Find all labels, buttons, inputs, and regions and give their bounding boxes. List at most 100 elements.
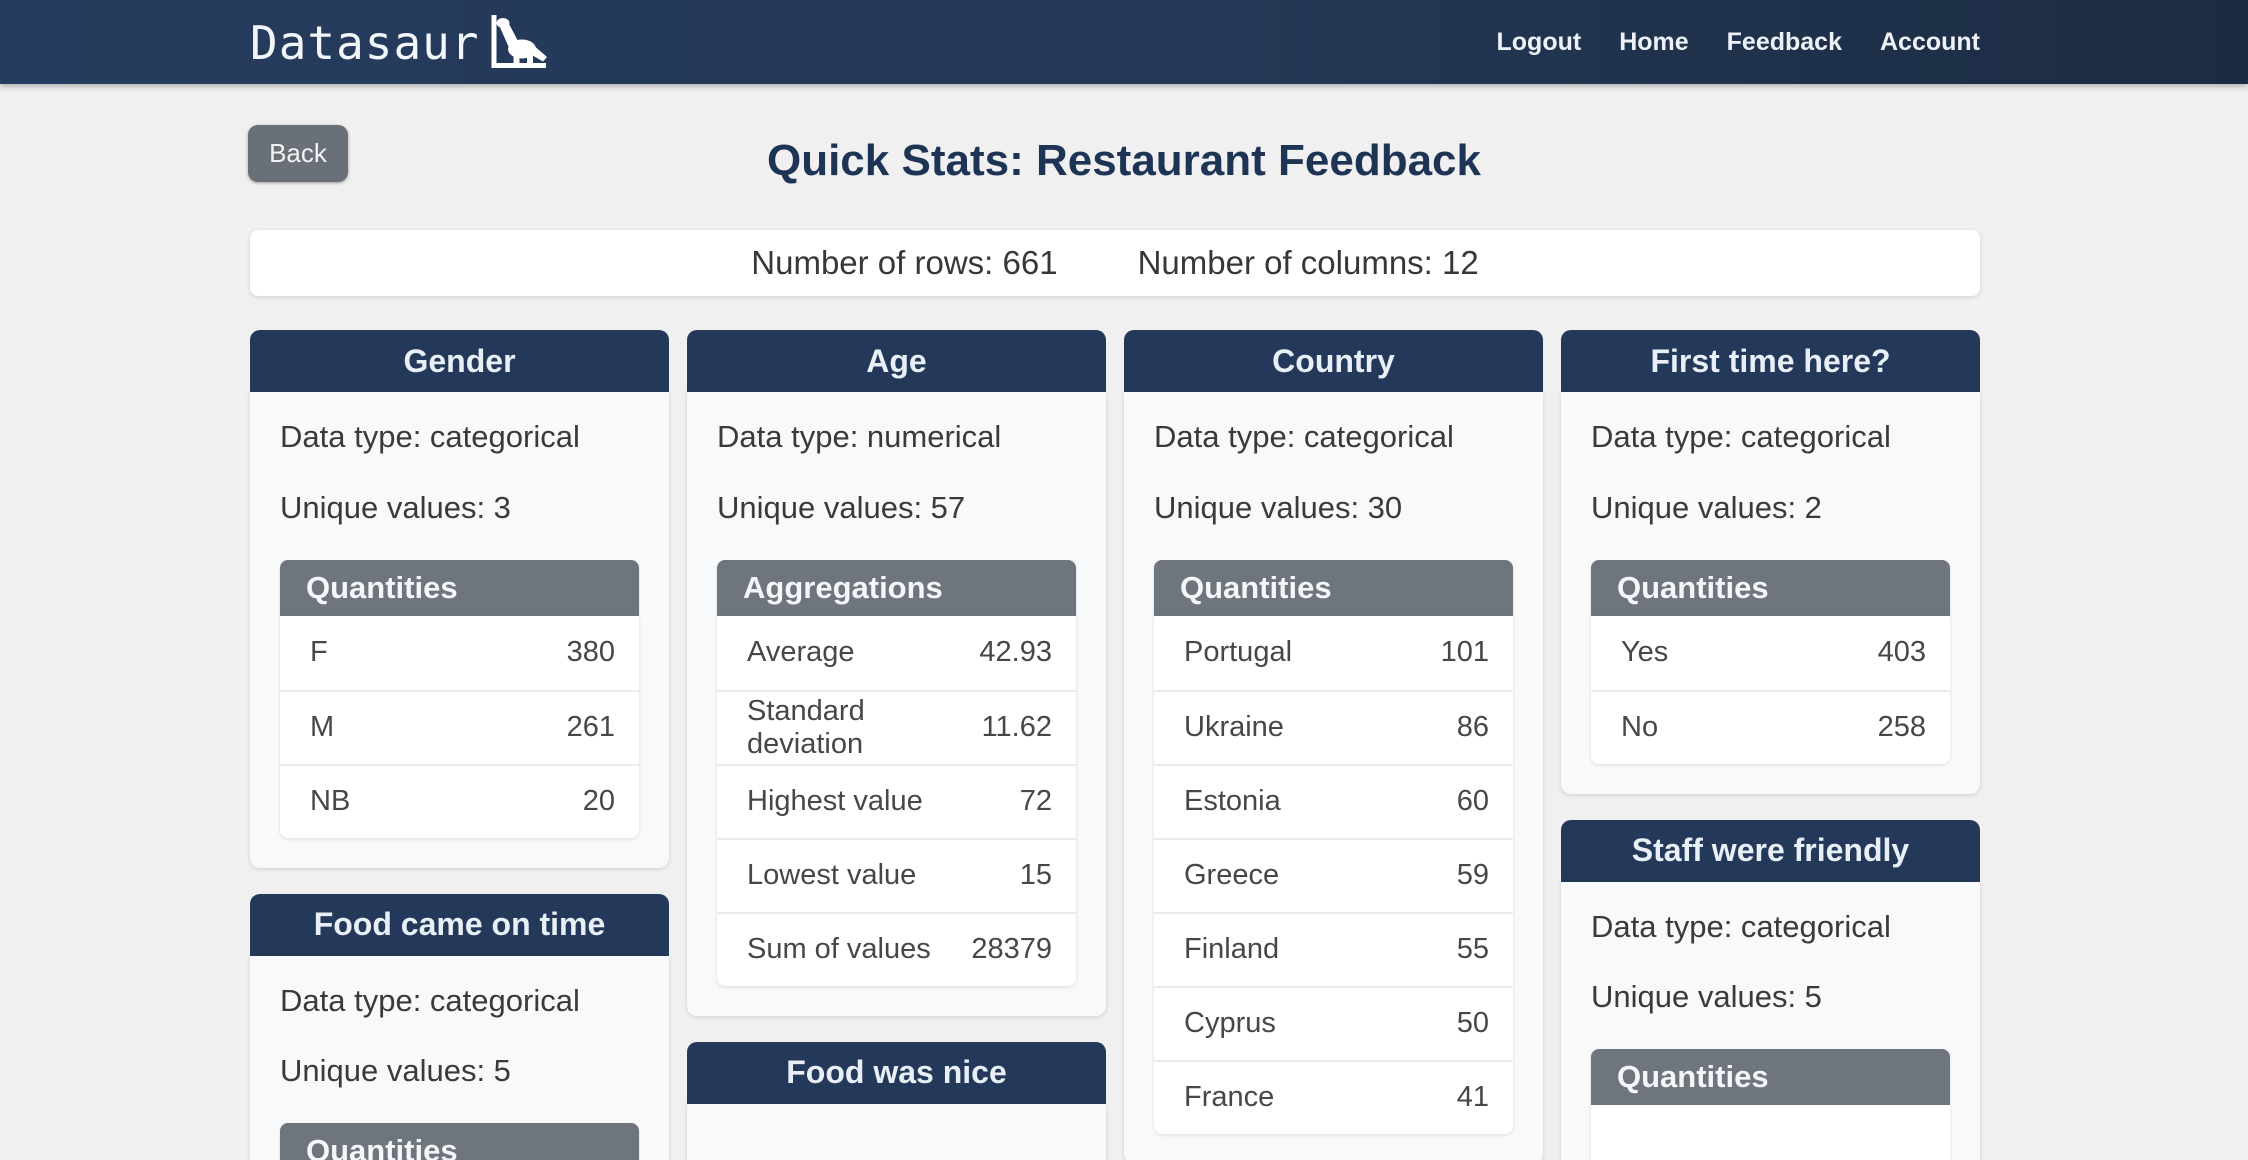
columns-count-text: Number of columns: 12 xyxy=(1137,244,1479,281)
dataset-summary-bar: Number of rows: 661 Number of columns: 1… xyxy=(250,230,1980,296)
row-label: Cyprus xyxy=(1184,1007,1276,1039)
top-nav-links: Logout Home Feedback Account xyxy=(1496,27,1981,56)
table-row: Sum of values 28379 xyxy=(717,911,1076,986)
cards-column-1: Gender Data type: categorical Unique val… xyxy=(250,330,669,1160)
row-value: 60 xyxy=(1456,785,1489,817)
table-row: Estonia 60 xyxy=(1154,763,1513,838)
row-label: No xyxy=(1621,711,1659,743)
card-title: First time here? xyxy=(1650,342,1891,379)
aggregations-table-title: Aggregations xyxy=(717,559,1076,616)
table-row: Cyprus 50 xyxy=(1154,985,1513,1060)
data-type-line: Data type: categorical xyxy=(1154,419,1454,454)
aggregations-table: Aggregations Average 42.93 Standard devi… xyxy=(717,559,1076,986)
quantities-table-title: Quantities xyxy=(1154,559,1513,616)
card-gender-body: Data type: categorical Unique values: 3 … xyxy=(250,392,669,868)
row-label: Ukraine xyxy=(1184,711,1284,743)
table-row: Portugal 101 xyxy=(1154,616,1513,690)
card-food-came-on-time: Food came on time Data type: categorical… xyxy=(250,893,669,1160)
card-food-came-on-time-body: Data type: categorical Unique values: 5 … xyxy=(250,955,669,1160)
quantities-table: Quantities Yes 403 No 258 xyxy=(1591,559,1950,764)
card-country-header: Country xyxy=(1124,330,1543,392)
cards-column-4: First time here? Data type: categorical … xyxy=(1561,330,1980,1160)
card-first-time-here: First time here? Data type: categorical … xyxy=(1561,330,1980,794)
card-title: Gender xyxy=(403,342,516,379)
quantities-table-title: Quantities xyxy=(1591,559,1950,616)
quantities-table-body: F 380 M 261 NB 20 xyxy=(280,615,639,838)
cards-column-2: Age Data type: numerical Unique values: … xyxy=(687,330,1106,1160)
app-logo-text: Datasaur xyxy=(250,16,480,70)
card-title: Food came on time xyxy=(313,906,606,942)
stats-cards-grid: Gender Data type: categorical Unique val… xyxy=(250,330,1980,1160)
table-row: NB 20 xyxy=(280,763,639,838)
card-food-was-nice-body xyxy=(687,1103,1106,1160)
card-title: Country xyxy=(1272,342,1395,379)
row-label: Finland xyxy=(1184,933,1280,965)
row-value: 28379 xyxy=(971,933,1052,965)
unique-values-line: Unique values: 3 xyxy=(280,489,511,525)
table-row: Lowest value 15 xyxy=(717,837,1076,912)
unique-values-line: Unique values: 30 xyxy=(1154,489,1403,525)
card-gender: Gender Data type: categorical Unique val… xyxy=(250,330,669,868)
row-value: 86 xyxy=(1456,711,1489,743)
card-first-time-here-body: Data type: categorical Unique values: 2 … xyxy=(1561,392,1980,794)
row-value: 258 xyxy=(1877,711,1926,743)
card-title: Food was nice xyxy=(786,1054,1007,1090)
row-value: 59 xyxy=(1456,859,1489,891)
data-type-line: Data type: categorical xyxy=(280,419,580,454)
page-title: Quick Stats: Restaurant Feedback xyxy=(766,136,1481,185)
nav-link-feedback[interactable]: Feedback xyxy=(1726,27,1842,56)
row-value: 55 xyxy=(1456,933,1489,965)
aggregations-table-body: Average 42.93 Standard deviation 11.62 H… xyxy=(717,615,1076,986)
data-type-line: Data type: numerical xyxy=(717,419,1002,454)
row-label: Yes xyxy=(1621,636,1669,668)
card-age: Age Data type: numerical Unique values: … xyxy=(687,330,1106,1016)
row-value: 50 xyxy=(1456,1007,1489,1039)
table-row: Standard deviation 11.62 xyxy=(717,689,1076,764)
back-button[interactable]: Back xyxy=(248,125,348,182)
table-row: Greece 59 xyxy=(1154,837,1513,912)
row-value: 261 xyxy=(566,711,615,743)
card-gender-header: Gender xyxy=(250,330,669,392)
data-type-line: Data type: categorical xyxy=(280,982,580,1018)
quantities-table: Quantities F 380 M 261 NB 20 xyxy=(280,559,639,838)
quantities-table: Quantities xyxy=(1591,1049,1950,1160)
row-label: Portugal xyxy=(1184,636,1293,668)
row-value: 42.93 xyxy=(979,636,1052,668)
card-first-time-here-header: First time here? xyxy=(1561,330,1980,392)
cards-column-3: Country Data type: categorical Unique va… xyxy=(1124,330,1543,1160)
row-label: F xyxy=(310,636,328,668)
unique-values-line: Unique values: 5 xyxy=(280,1053,511,1089)
row-label: Greece xyxy=(1184,859,1280,891)
top-navigation-bar: Datasaur Logout Home Feedback Account xyxy=(0,0,2248,84)
table-row xyxy=(1591,1105,1950,1160)
card-title: Age xyxy=(866,342,927,379)
unique-values-line: Unique values: 2 xyxy=(1591,489,1822,525)
dinosaur-on-axis-icon xyxy=(491,15,547,68)
nav-link-home[interactable]: Home xyxy=(1619,27,1689,56)
card-title: Staff were friendly xyxy=(1631,832,1910,868)
nav-link-logout[interactable]: Logout xyxy=(1496,27,1582,56)
card-country-body: Data type: categorical Unique values: 30… xyxy=(1124,392,1543,1160)
quantities-table-title: Quantities xyxy=(280,1123,639,1160)
quantities-table: Quantities xyxy=(280,1123,639,1160)
card-food-was-nice: Food was nice xyxy=(687,1041,1106,1160)
table-row: Ukraine 86 xyxy=(1154,689,1513,764)
unique-values-line: Unique values: 57 xyxy=(717,489,966,525)
unique-values-line: Unique values: 5 xyxy=(1591,979,1822,1015)
table-row: M 261 xyxy=(280,689,639,764)
table-row: F 380 xyxy=(280,616,639,690)
row-value: 11.62 xyxy=(981,711,1052,743)
table-row: Yes 403 xyxy=(1591,616,1950,690)
row-label: Sum of values xyxy=(747,933,931,965)
data-type-line: Data type: categorical xyxy=(1591,908,1891,944)
card-staff-were-friendly-header: Staff were friendly xyxy=(1561,819,1980,882)
row-value: 380 xyxy=(566,636,615,668)
row-value: 41 xyxy=(1456,1081,1489,1113)
row-value: 403 xyxy=(1877,636,1926,668)
card-staff-were-friendly: Staff were friendly Data type: categoric… xyxy=(1561,819,1980,1160)
row-label: France xyxy=(1184,1081,1275,1113)
card-age-header: Age xyxy=(687,330,1106,392)
row-label: Highest value xyxy=(747,785,923,817)
nav-link-account[interactable]: Account xyxy=(1880,27,1980,56)
row-label: M xyxy=(310,711,335,743)
